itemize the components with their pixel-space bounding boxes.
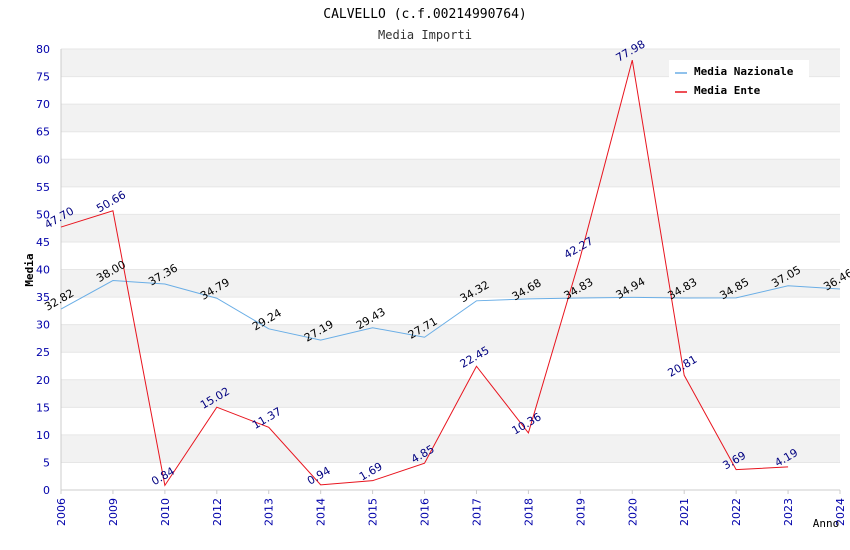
y-tick-label: 40 bbox=[36, 264, 50, 277]
x-tick-label: 2017 bbox=[470, 498, 483, 526]
grid-band bbox=[61, 324, 840, 353]
data-label: 10.36 bbox=[510, 410, 544, 437]
y-tick-label: 75 bbox=[36, 71, 50, 84]
y-tick-label: 25 bbox=[36, 346, 50, 359]
x-axis-ticks: 2006 2009 2010 2012 2013 2014 2015 2016 2017 2018… bbox=[55, 490, 847, 526]
grid-band bbox=[61, 269, 840, 298]
x-tick-label: 2016 bbox=[419, 498, 432, 526]
x-tick-label: 2018 bbox=[522, 498, 535, 526]
chart-subtitle: Media Importi bbox=[378, 28, 472, 42]
x-tick-label: 2019 bbox=[574, 498, 587, 526]
legend-box bbox=[669, 60, 809, 102]
series-line-media-nazionale bbox=[60, 280, 841, 341]
y-axis-label: Media bbox=[23, 253, 36, 286]
y-tick-label: 10 bbox=[36, 429, 50, 442]
data-label: 11.37 bbox=[250, 405, 284, 432]
y-tick-label: 70 bbox=[36, 98, 50, 111]
x-tick-label: 2012 bbox=[211, 498, 224, 526]
x-tick-label: 2021 bbox=[678, 498, 691, 526]
x-tick-label: 2022 bbox=[730, 498, 743, 526]
legend: Media Nazionale Media Ente bbox=[669, 60, 809, 102]
x-tick-label: 2013 bbox=[263, 498, 276, 526]
y-tick-label: 60 bbox=[36, 153, 50, 166]
y-tick-label: 0 bbox=[43, 484, 50, 497]
x-tick-label: 2006 bbox=[55, 498, 68, 526]
data-label: 1.69 bbox=[357, 460, 385, 484]
y-tick-label: 80 bbox=[36, 43, 50, 56]
grid-band bbox=[61, 159, 840, 187]
data-label: 0.84 bbox=[149, 465, 177, 489]
y-tick-label: 65 bbox=[36, 126, 50, 139]
x-tick-label: 2023 bbox=[782, 498, 795, 526]
y-tick-label: 30 bbox=[36, 319, 50, 332]
y-tick-label: 45 bbox=[36, 236, 50, 249]
y-axis-ticks: 0 5 10 15 20 25 30 35 40 45 50 55 60 65 70 75 80 bbox=[36, 43, 50, 497]
y-tick-label: 35 bbox=[36, 291, 50, 304]
x-tick-label: 2015 bbox=[367, 498, 380, 526]
series-line-media-ente bbox=[60, 60, 789, 487]
legend-label-ente: Media Ente bbox=[694, 84, 761, 97]
y-tick-label: 50 bbox=[36, 208, 50, 221]
x-tick-label: 2014 bbox=[315, 498, 328, 526]
series-layer bbox=[60, 60, 841, 487]
y-tick-label: 55 bbox=[36, 181, 50, 194]
chart-title: CALVELLO (c.f.00214990764) bbox=[323, 7, 527, 22]
y-tick-label: 15 bbox=[36, 401, 50, 414]
x-tick-label: 2024 bbox=[834, 498, 847, 526]
grid-band bbox=[61, 104, 840, 132]
x-tick-label: 2010 bbox=[159, 498, 172, 526]
x-tick-label: 2020 bbox=[626, 498, 639, 526]
x-tick-label: 2009 bbox=[107, 498, 120, 526]
y-tick-label: 20 bbox=[36, 374, 50, 387]
grid-bands bbox=[61, 49, 840, 463]
grid-band bbox=[61, 214, 840, 242]
y-tick-label: 5 bbox=[43, 456, 50, 469]
grid-band bbox=[61, 379, 840, 408]
legend-label-nazionale: Media Nazionale bbox=[694, 65, 794, 78]
data-label: 20.81 bbox=[666, 353, 700, 380]
x-axis-label: Anno bbox=[813, 517, 840, 530]
grid-band bbox=[61, 434, 840, 463]
